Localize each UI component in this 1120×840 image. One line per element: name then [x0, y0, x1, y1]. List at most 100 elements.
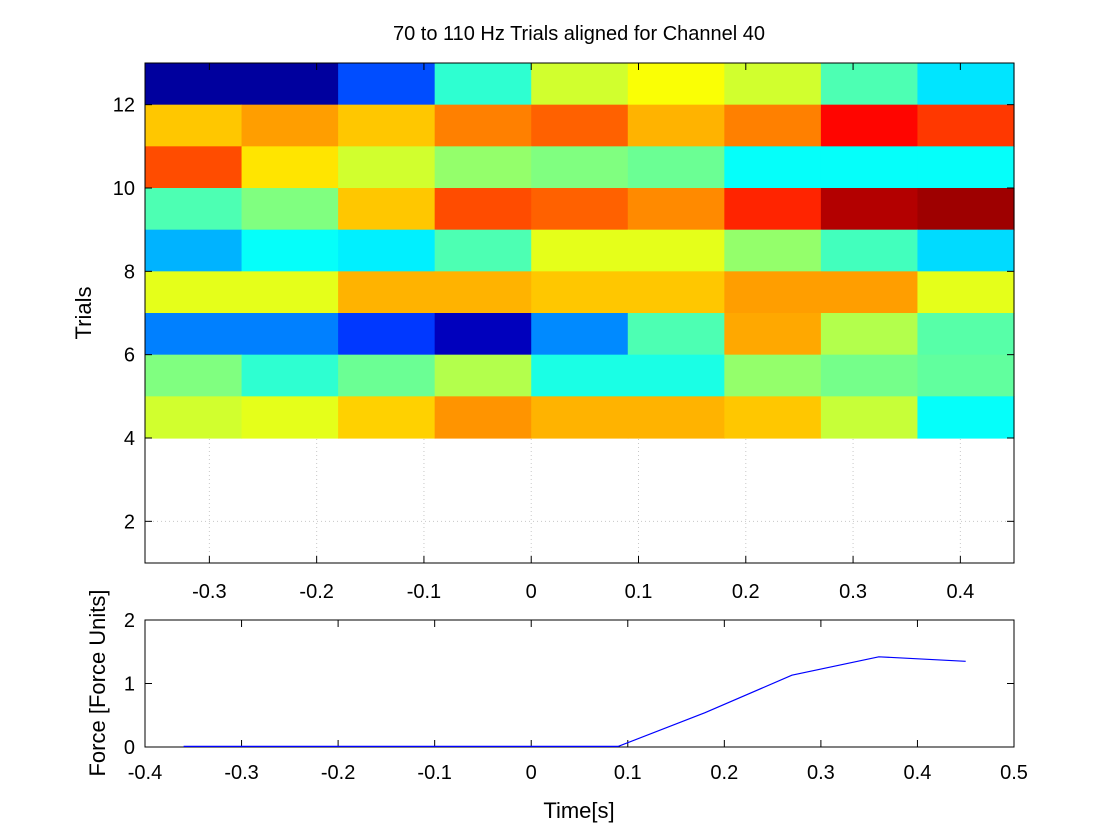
y-tick-label: 4 [124, 428, 135, 450]
heatmap-cell [627, 271, 725, 314]
x-tick-label: 0.2 [732, 581, 760, 603]
heatmap-cell [917, 396, 1015, 439]
y-tick-label: 12 [113, 95, 135, 117]
heatmap-cell [917, 63, 1015, 106]
heatmap-cell [531, 188, 629, 231]
heatmap-cell [531, 354, 629, 397]
heatmap-cell [434, 146, 532, 189]
heatmap-cell [627, 146, 725, 189]
heatmap-cell [145, 354, 243, 397]
heatmap-cell [338, 63, 436, 106]
heatmap-cell [917, 229, 1015, 272]
heatmap-cell [724, 354, 822, 397]
heatmap-cell [338, 229, 436, 272]
heatmap-cell [820, 104, 919, 147]
heatmap-cell [724, 188, 822, 231]
heatmap-cell [820, 271, 919, 314]
heatmap-cells [145, 63, 1015, 439]
heatmap-cell [338, 313, 436, 356]
heatmap-cell [434, 229, 532, 272]
heatmap-cell [724, 229, 822, 272]
heatmap-cell [434, 271, 532, 314]
heatmap-cell [145, 104, 243, 147]
force-lines [183, 656, 966, 748]
heatmap-cell [145, 313, 243, 356]
heatmap-cell [241, 396, 339, 439]
heatmap-cell [338, 271, 436, 314]
force-x-tick-label: -0.2 [321, 762, 355, 784]
chart-title: 70 to 110 Hz Trials aligned for Channel … [393, 23, 765, 45]
heatmap-cell [531, 396, 629, 439]
heatmap-cell [724, 396, 822, 439]
force-y-tick-label: 1 [124, 674, 135, 696]
heatmap-cell [627, 313, 725, 356]
heatmap-cell [820, 313, 919, 356]
heatmap-cell [627, 63, 725, 106]
force-y-axis-label: Force [Force Units] [85, 589, 110, 776]
heatmap-cell [917, 313, 1015, 356]
heatmap-cell [241, 63, 339, 106]
heatmap-cell [338, 396, 436, 439]
heatmap-cell [531, 104, 629, 147]
force-series-line [183, 656, 966, 748]
heatmap-cell [434, 396, 532, 439]
heatmap-cell [338, 104, 436, 147]
y-tick-label: 8 [124, 261, 135, 283]
force-y-tick-label: 2 [124, 610, 135, 632]
heatmap-cell [724, 104, 822, 147]
heatmap-cell [820, 63, 919, 106]
heatmap-cell [241, 354, 339, 397]
heatmap-cell [434, 354, 532, 397]
heatmap-cell [531, 63, 629, 106]
heatmap-cell [145, 63, 243, 106]
heatmap-cell [531, 271, 629, 314]
heatmap-cell [338, 354, 436, 397]
heatmap-cell [434, 63, 532, 106]
heatmap-cell [241, 229, 339, 272]
heatmap-cell [917, 354, 1015, 397]
heatmap-cell [627, 104, 725, 147]
force-x-tick-label: 0.1 [614, 762, 642, 784]
force-x-tick-label: -0.3 [224, 762, 258, 784]
y-tick-label: 6 [124, 345, 135, 367]
force-x-tick-label: 0.2 [710, 762, 738, 784]
heatmap-ticks: -0.3 -0.2 -0.1 0 0.1 0.2 0.3 0.4 2 4 6 8 10 12 [113, 63, 1014, 603]
heatmap-panel: 70 to 110 Hz Trials aligned for Channel … [71, 23, 1015, 603]
heatmap-cell [241, 313, 339, 356]
x-tick-label: -0.2 [299, 581, 333, 603]
heatmap-y-axis-label: Trials [71, 287, 96, 340]
heatmap-cell [820, 354, 919, 397]
force-x-tick-label: 0.5 [1000, 762, 1028, 784]
heatmap-cell [531, 229, 629, 272]
x-tick-label: -0.3 [192, 581, 226, 603]
heatmap-cell [917, 271, 1015, 314]
heatmap-cell [724, 313, 822, 356]
force-ticks: -0.4 -0.3 -0.2 -0.1 0 0.1 0.2 0.3 0.4 0.5 0 1 2 [124, 610, 1028, 784]
heatmap-cell [627, 229, 725, 272]
heatmap-cell [241, 271, 339, 314]
force-x-tick-label: -0.1 [417, 762, 451, 784]
heatmap-cell [820, 188, 919, 231]
heatmap-cell [724, 271, 822, 314]
x-tick-label: 0 [526, 581, 537, 603]
heatmap-cell [434, 188, 532, 231]
heatmap-cell [917, 104, 1015, 147]
force-y-tick-label: 0 [124, 737, 135, 759]
x-tick-label: 0.4 [946, 581, 974, 603]
heatmap-cell [820, 396, 919, 439]
heatmap-cell [724, 63, 822, 106]
heatmap-cell [145, 146, 243, 189]
heatmap-cell [338, 188, 436, 231]
force-x-tick-label: -0.4 [128, 762, 162, 784]
heatmap-cell [627, 354, 725, 397]
heatmap-cell [917, 146, 1015, 189]
x-tick-label: 0.1 [625, 581, 653, 603]
heatmap-axes-box [144, 62, 1015, 564]
force-x-tick-label: 0.4 [904, 762, 932, 784]
heatmap-cell [145, 396, 243, 439]
force-axes-box [144, 619, 1015, 748]
heatmap-cell [627, 396, 725, 439]
heatmap-cell [145, 229, 243, 272]
force-x-axis-label: Time[s] [543, 798, 614, 823]
